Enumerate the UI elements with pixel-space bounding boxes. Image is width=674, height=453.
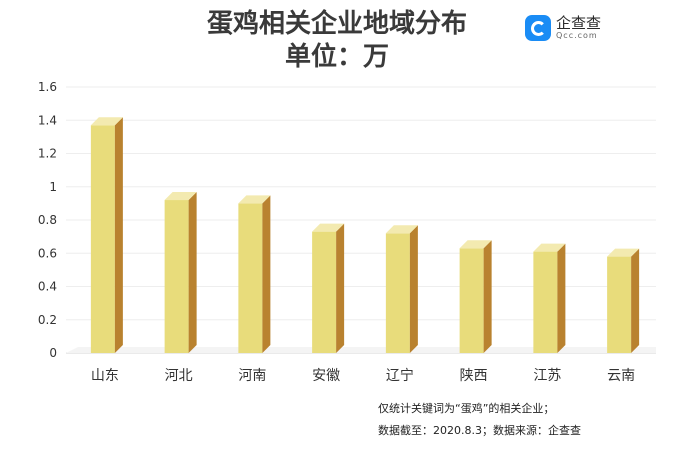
qcc-logo-text: 企查查 Qcc.com [556,13,602,41]
logo-name-en: Qcc.com [556,30,598,40]
bar-top [607,248,640,257]
bar-side [483,240,492,353]
chart-title-line-1: 蛋鸡相关企业地域分布 [206,9,467,39]
bar-front [607,256,632,353]
bar-top [533,243,566,252]
chart-floor [66,347,656,353]
bar-side [557,243,566,353]
x-tick-label: 云南 [607,368,635,384]
logo-name-cn: 企查查 [556,13,602,32]
y-tick-label: 0.4 [38,280,57,294]
bar-top [385,225,418,234]
x-tick-label: 河南 [238,368,266,384]
x-tick-label: 陕西 [460,368,488,384]
bar-front [459,248,484,353]
bar-front [90,125,115,353]
bar-front [238,203,263,353]
bar-top [90,117,123,126]
y-tick-label: 1 [49,180,57,194]
x-tick-label: 山东 [91,368,119,384]
x-tick-label: 河北 [165,368,193,384]
bar-side [262,195,271,353]
y-tick-label: 1.4 [38,113,57,127]
bar-side [631,248,640,353]
qcc-logo: 企查查 Qcc.com [525,14,601,42]
y-tick-label: 0.2 [38,313,57,327]
bar-top [312,223,345,232]
chart-title: 蛋鸡相关企业地域分布 单位：万 [0,8,674,74]
x-tick-label: 江苏 [533,368,561,384]
chart-title-line-2: 单位：万 [284,42,389,72]
bar-side [188,192,197,353]
y-tick-label: 1.2 [38,147,57,161]
bar-top [238,195,271,204]
x-tick-label: 安徽 [312,368,340,384]
bar-side [336,223,345,353]
bar-front [385,233,410,353]
y-tick-label: 0 [49,346,57,360]
bar-top [164,192,197,201]
bar-front [164,200,189,353]
y-tick-label: 0.6 [38,246,57,260]
y-tick-label: 1.6 [38,80,57,94]
footnote-source: 数据截至：2020.8.3；数据来源：企查查 [378,424,581,437]
bar-top [459,240,492,249]
x-tick-label: 辽宁 [386,367,414,384]
bar-front [312,231,337,353]
y-tick-label: 0.8 [38,213,57,227]
bar-side [114,117,123,353]
footnote-scope: 仅统计关键词为“蛋鸡”的相关企业； [378,402,555,415]
qcc-logo-icon [525,15,551,41]
bar-front [533,251,558,353]
footnotes: 仅统计关键词为“蛋鸡”的相关企业； 数据截至：2020.8.3；数据来源：企查查 [378,398,581,442]
bar-side [409,225,418,353]
